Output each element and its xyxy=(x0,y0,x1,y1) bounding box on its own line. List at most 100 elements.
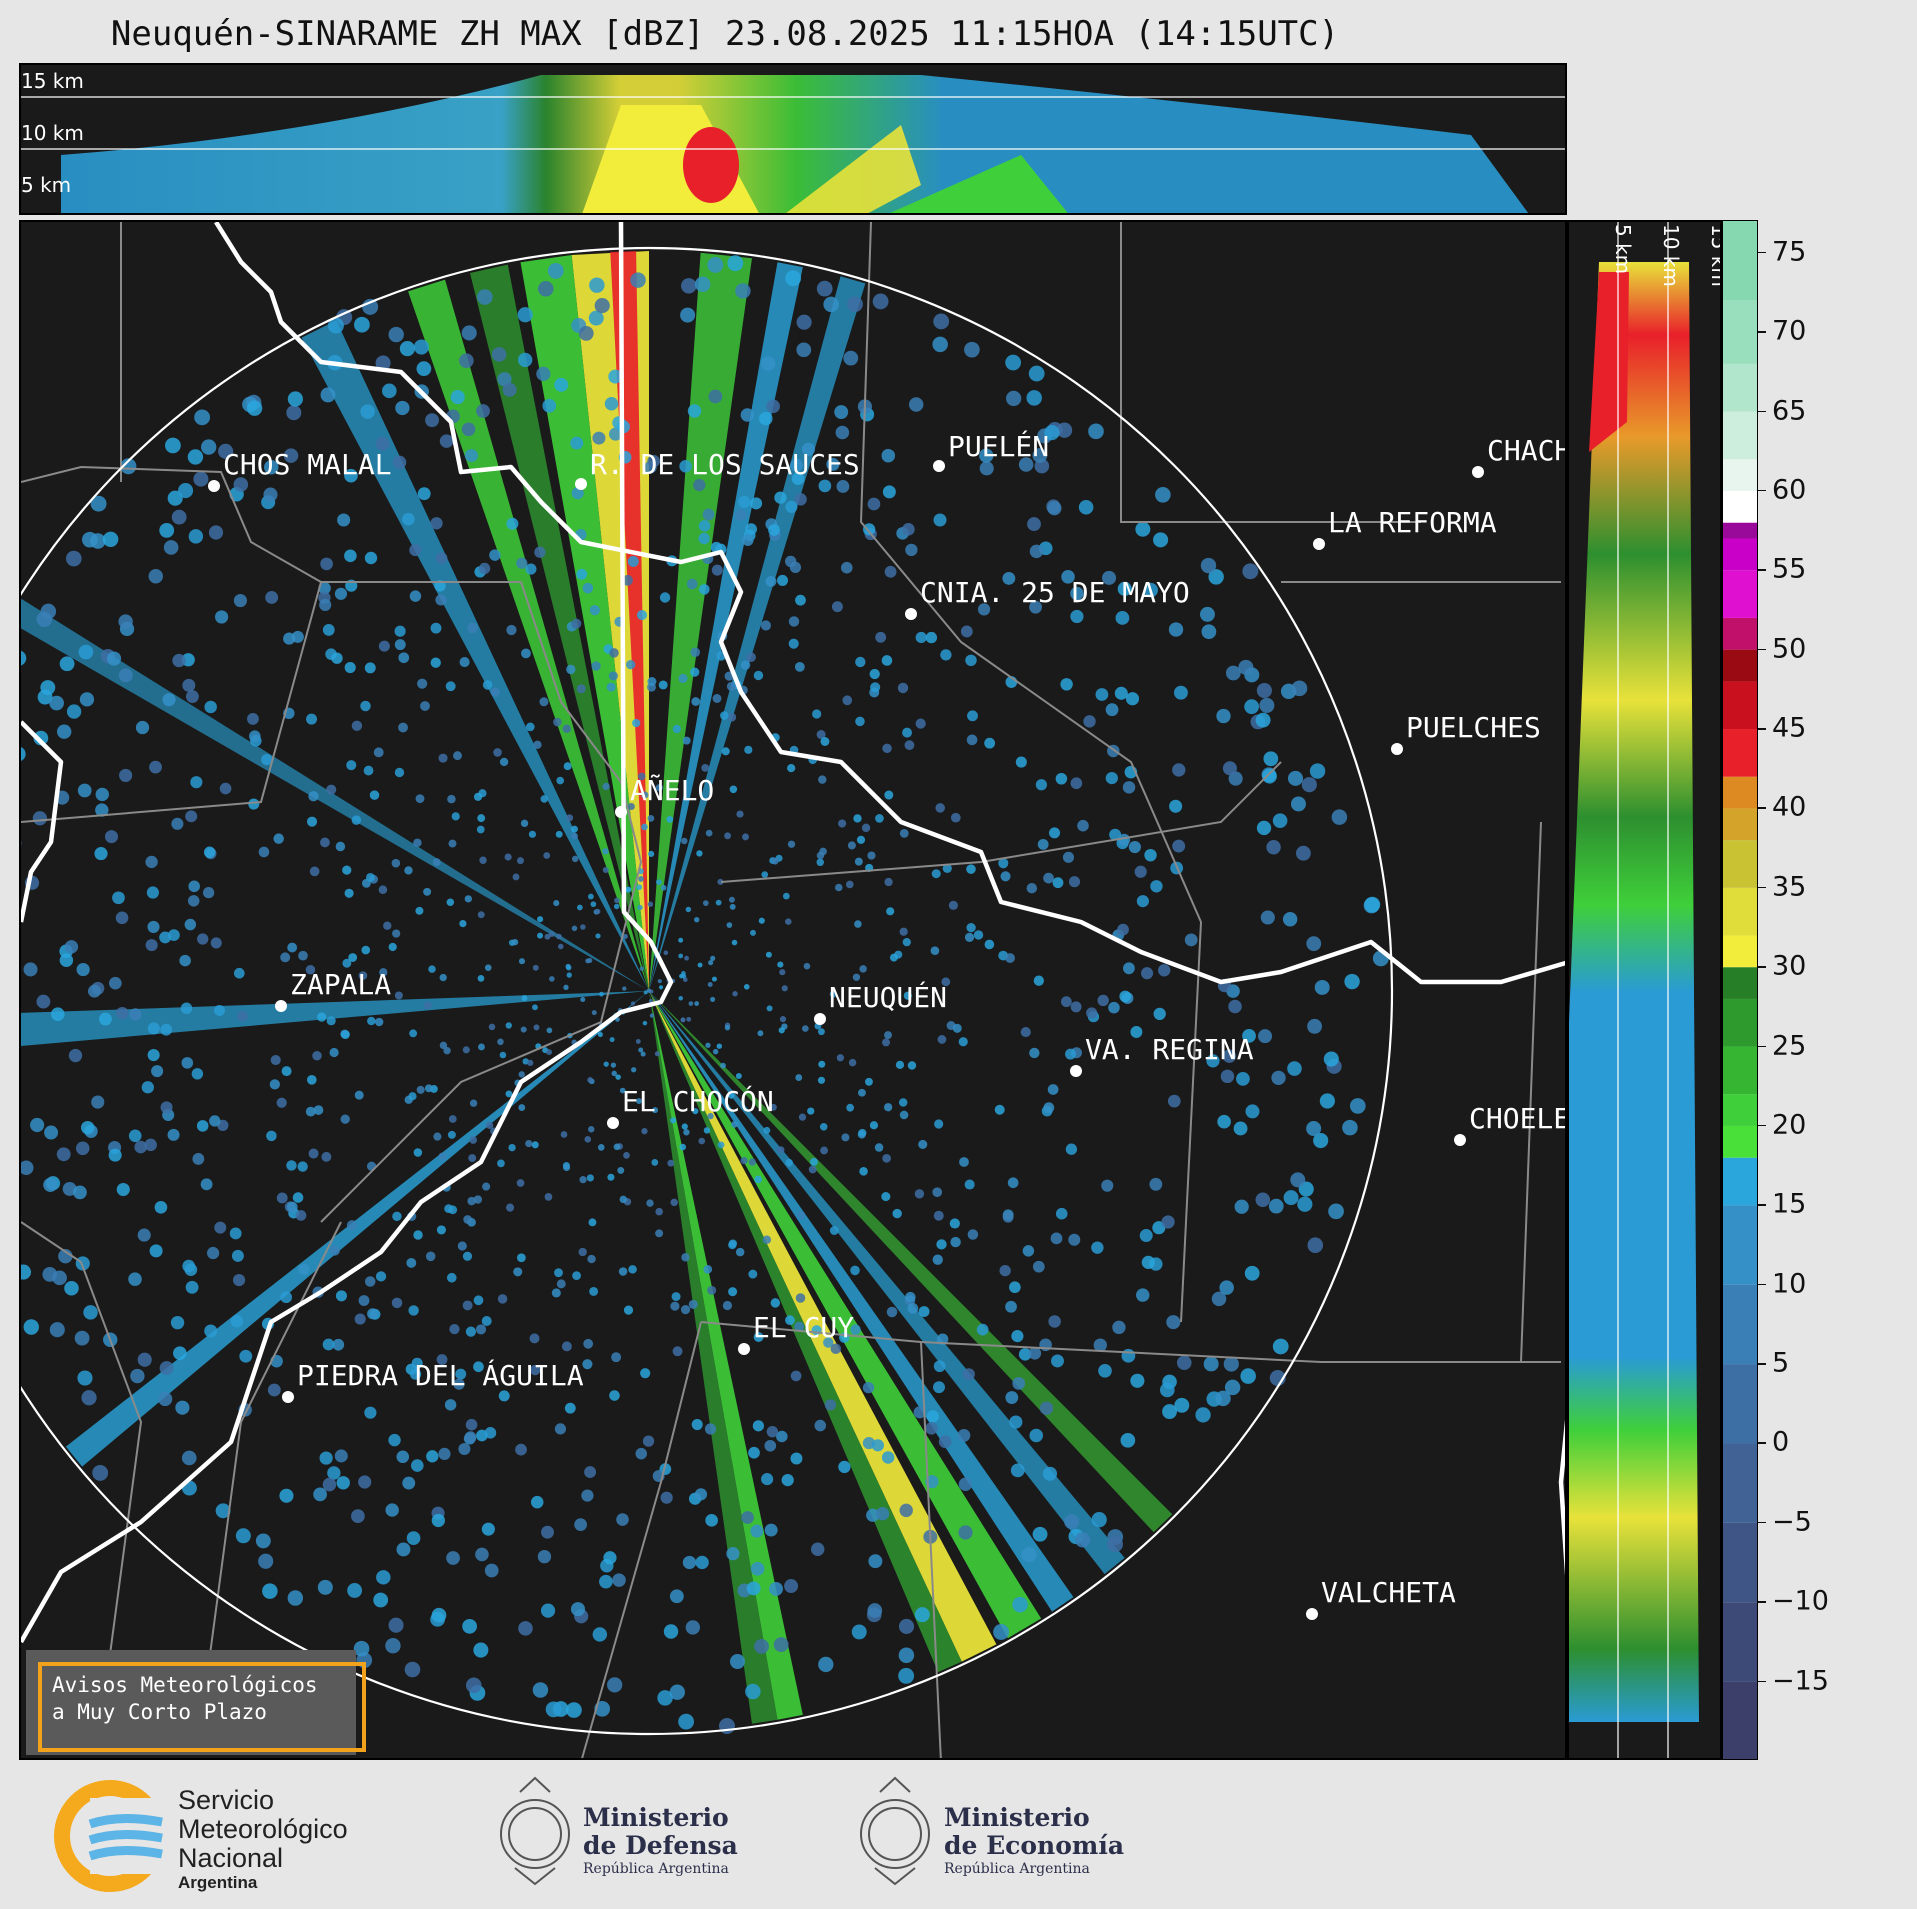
radar-echo xyxy=(388,1617,404,1633)
radar-echo xyxy=(628,1265,637,1274)
radar-echo xyxy=(118,614,133,629)
radar-echo xyxy=(145,855,158,869)
radar-echo xyxy=(1216,708,1231,724)
radar-echo xyxy=(892,1208,902,1219)
radar-echo xyxy=(1259,697,1275,713)
radar-echo xyxy=(1225,665,1241,681)
radar-echo xyxy=(654,1051,660,1057)
radar-echo xyxy=(831,601,843,613)
radar-echo xyxy=(774,491,787,504)
radar-echo xyxy=(515,1443,527,1456)
radar-echo xyxy=(1060,996,1072,1008)
radar-echo xyxy=(358,971,368,980)
radar-echo xyxy=(1028,1347,1042,1360)
radar-echo xyxy=(391,1297,403,1309)
radar-echo xyxy=(115,911,129,925)
radar-echo xyxy=(1172,763,1186,777)
radar-echo xyxy=(707,1285,717,1295)
radar-echo xyxy=(933,1360,946,1373)
colorbar-tick-mark xyxy=(1758,410,1766,412)
radar-echo xyxy=(175,1400,190,1415)
radar-echo xyxy=(435,594,447,606)
radar-echo xyxy=(597,1144,605,1151)
radar-echo xyxy=(358,1295,370,1306)
radar-echo xyxy=(589,605,600,616)
radar-echo xyxy=(1050,1232,1063,1245)
radar-echo xyxy=(902,727,913,738)
radar-echo xyxy=(915,718,926,729)
radar-echo xyxy=(854,920,862,928)
radar-echo xyxy=(528,830,537,838)
smn-line3: Nacional xyxy=(178,1843,284,1873)
radar-echo xyxy=(671,1292,681,1302)
radar-echo xyxy=(279,1488,294,1503)
radar-echo xyxy=(233,477,249,492)
radar-echo xyxy=(306,1075,317,1085)
radar-echo xyxy=(521,995,528,1002)
radar-echo xyxy=(395,400,410,416)
radar-echo xyxy=(326,1016,336,1026)
radar-echo xyxy=(40,680,56,696)
radar-echo xyxy=(1083,715,1096,728)
radar-echo xyxy=(745,1683,761,1700)
radar-echo xyxy=(681,1123,688,1130)
radar-echo xyxy=(1174,1397,1190,1413)
radar-echo xyxy=(682,736,691,745)
radar-echo xyxy=(404,866,413,875)
radar-echo xyxy=(267,1383,281,1397)
radar-echo xyxy=(319,1451,333,1465)
colorbar-tick-label: 50 xyxy=(1772,633,1807,665)
defensa-line1: Ministerio xyxy=(583,1803,729,1832)
radar-beam xyxy=(649,991,803,1720)
defensa-seal-icon xyxy=(500,1776,570,1886)
radar-echo xyxy=(1123,962,1135,975)
radar-echo xyxy=(1117,923,1129,936)
radar-echo xyxy=(1349,1098,1366,1114)
radar-echo xyxy=(761,871,769,878)
radar-echo xyxy=(435,552,448,565)
radar-echo xyxy=(286,1201,298,1213)
radar-echo xyxy=(538,281,554,297)
radar-echo xyxy=(940,649,952,661)
radar-echo xyxy=(312,1050,322,1061)
radar-echo xyxy=(718,1718,735,1735)
radar-echo xyxy=(128,1272,142,1286)
radar-echo xyxy=(65,550,82,567)
radar-echo xyxy=(56,724,72,739)
radar-echo xyxy=(36,611,53,627)
radar-echo xyxy=(777,961,784,968)
colorbar-band xyxy=(1723,935,1757,968)
radar-echo xyxy=(765,951,772,958)
radar-echo xyxy=(286,1160,297,1171)
radar-echo xyxy=(1220,1069,1235,1084)
radar-echo xyxy=(172,653,186,668)
radar-echo xyxy=(1161,1215,1175,1229)
colorbar-tick-label: −10 xyxy=(1772,1585,1829,1617)
radar-echo xyxy=(875,1507,890,1521)
radar-echo xyxy=(591,1010,597,1016)
radar-echo xyxy=(354,316,370,333)
city-label-puelen: PUELÉN xyxy=(948,430,1050,463)
radar-echo xyxy=(554,1268,563,1278)
radar-echo xyxy=(647,814,655,822)
radar-echo xyxy=(382,383,397,399)
radar-echo xyxy=(137,1228,151,1242)
radar-echo xyxy=(748,1158,756,1166)
top-altitude-label-5: 5 km xyxy=(21,173,72,197)
radar-echo xyxy=(141,1081,154,1094)
radar-echo xyxy=(182,678,196,692)
radar-echo xyxy=(907,1303,919,1314)
radar-echo xyxy=(286,405,302,421)
radar-echo xyxy=(229,1227,242,1240)
radar-echo xyxy=(540,1603,556,1618)
colorbar-tick-label: 15 xyxy=(1772,1188,1807,1220)
radar-echo xyxy=(411,1459,424,1472)
radar-echo xyxy=(518,958,526,965)
radar-echo xyxy=(1255,712,1271,728)
colorbar-tick-mark xyxy=(1758,1045,1766,1048)
radar-map: CHOS MALAL R. DE LOS SAUCES PUELÉN CHACH… xyxy=(19,220,1567,1760)
radar-echo xyxy=(404,1661,421,1678)
radar-echo xyxy=(459,353,474,369)
radar-echo xyxy=(1215,1390,1231,1407)
radar-echo xyxy=(399,341,415,357)
